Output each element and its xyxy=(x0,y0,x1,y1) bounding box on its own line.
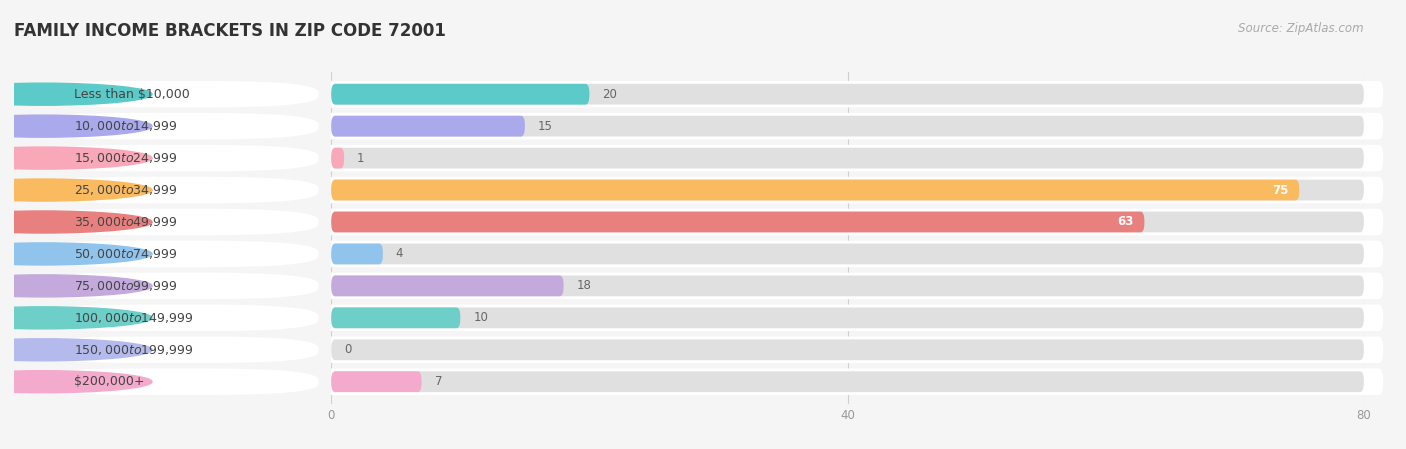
FancyBboxPatch shape xyxy=(332,308,460,328)
Text: $25,000 to $34,999: $25,000 to $34,999 xyxy=(75,183,177,197)
FancyBboxPatch shape xyxy=(27,209,319,235)
FancyBboxPatch shape xyxy=(332,211,1144,233)
Text: 20: 20 xyxy=(602,88,617,101)
Text: FAMILY INCOME BRACKETS IN ZIP CODE 72001: FAMILY INCOME BRACKETS IN ZIP CODE 72001 xyxy=(14,22,446,40)
FancyBboxPatch shape xyxy=(312,337,1384,363)
Text: 63: 63 xyxy=(1118,216,1135,229)
FancyBboxPatch shape xyxy=(332,371,422,392)
Text: Source: ZipAtlas.com: Source: ZipAtlas.com xyxy=(1239,22,1364,35)
Circle shape xyxy=(0,307,152,329)
Text: 75: 75 xyxy=(1272,184,1289,197)
FancyBboxPatch shape xyxy=(332,339,1364,360)
FancyBboxPatch shape xyxy=(27,304,319,331)
Text: Less than $10,000: Less than $10,000 xyxy=(75,88,190,101)
FancyBboxPatch shape xyxy=(27,241,319,267)
FancyBboxPatch shape xyxy=(332,308,1364,328)
FancyBboxPatch shape xyxy=(312,369,1384,395)
FancyBboxPatch shape xyxy=(27,337,319,363)
Text: $150,000 to $199,999: $150,000 to $199,999 xyxy=(75,343,194,357)
FancyBboxPatch shape xyxy=(332,84,1364,105)
FancyBboxPatch shape xyxy=(312,81,1384,107)
Text: 10: 10 xyxy=(474,311,488,324)
Circle shape xyxy=(0,83,152,105)
Text: $35,000 to $49,999: $35,000 to $49,999 xyxy=(75,215,177,229)
FancyBboxPatch shape xyxy=(312,177,1384,203)
FancyBboxPatch shape xyxy=(27,145,319,172)
Circle shape xyxy=(0,243,152,265)
FancyBboxPatch shape xyxy=(332,276,1364,296)
Text: $100,000 to $149,999: $100,000 to $149,999 xyxy=(75,311,194,325)
FancyBboxPatch shape xyxy=(332,371,1364,392)
FancyBboxPatch shape xyxy=(312,241,1384,267)
Text: 4: 4 xyxy=(396,247,404,260)
Circle shape xyxy=(0,339,152,361)
Text: $50,000 to $74,999: $50,000 to $74,999 xyxy=(75,247,177,261)
FancyBboxPatch shape xyxy=(332,276,564,296)
Circle shape xyxy=(0,147,152,169)
FancyBboxPatch shape xyxy=(312,145,1384,172)
FancyBboxPatch shape xyxy=(332,243,1364,264)
FancyBboxPatch shape xyxy=(332,116,524,136)
FancyBboxPatch shape xyxy=(27,177,319,203)
FancyBboxPatch shape xyxy=(332,84,589,105)
FancyBboxPatch shape xyxy=(27,81,319,107)
Text: 7: 7 xyxy=(434,375,441,388)
FancyBboxPatch shape xyxy=(312,304,1384,331)
Circle shape xyxy=(0,115,152,137)
FancyBboxPatch shape xyxy=(312,273,1384,299)
FancyBboxPatch shape xyxy=(332,243,382,264)
FancyBboxPatch shape xyxy=(27,369,319,395)
Text: 18: 18 xyxy=(576,279,592,292)
Text: $75,000 to $99,999: $75,000 to $99,999 xyxy=(75,279,177,293)
FancyBboxPatch shape xyxy=(27,273,319,299)
Text: 1: 1 xyxy=(357,152,364,165)
Text: 15: 15 xyxy=(537,119,553,132)
FancyBboxPatch shape xyxy=(27,113,319,139)
FancyBboxPatch shape xyxy=(332,148,344,168)
FancyBboxPatch shape xyxy=(312,209,1384,235)
FancyBboxPatch shape xyxy=(332,211,1364,233)
Text: 0: 0 xyxy=(344,343,352,357)
FancyBboxPatch shape xyxy=(332,180,1299,200)
Circle shape xyxy=(0,371,152,393)
Text: $10,000 to $14,999: $10,000 to $14,999 xyxy=(75,119,177,133)
FancyBboxPatch shape xyxy=(332,180,1364,200)
Circle shape xyxy=(0,211,152,233)
FancyBboxPatch shape xyxy=(312,113,1384,139)
Circle shape xyxy=(0,179,152,201)
FancyBboxPatch shape xyxy=(332,116,1364,136)
Circle shape xyxy=(0,275,152,297)
FancyBboxPatch shape xyxy=(332,148,1364,168)
Text: $200,000+: $200,000+ xyxy=(75,375,145,388)
Text: $15,000 to $24,999: $15,000 to $24,999 xyxy=(75,151,177,165)
